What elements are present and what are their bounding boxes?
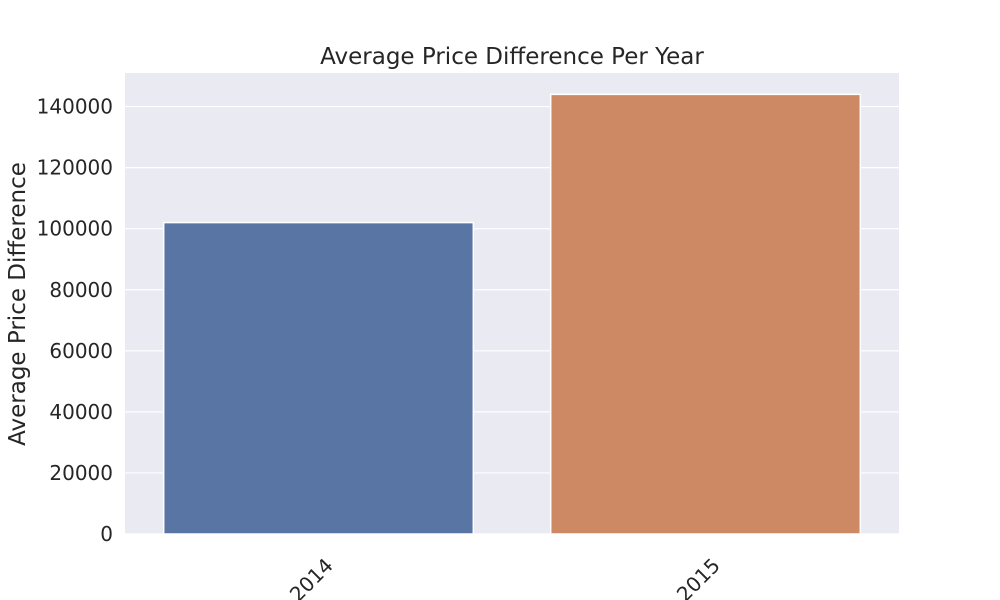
y-axis-label: Average Price Difference (5, 162, 31, 446)
y-tick-labels: 0 20000 40000 60000 80000 100000 120000 140000 (37, 95, 113, 546)
chart-title: Average Price Difference Per Year (320, 44, 704, 70)
y-tick-label: 0 (100, 522, 113, 546)
x-tick-label: 2015 (672, 553, 725, 600)
y-tick-label: 80000 (49, 278, 113, 302)
y-tick-label: 120000 (37, 156, 113, 180)
x-tick-labels: 2014 2015 (285, 553, 725, 600)
bar-2014 (162, 221, 475, 535)
y-tick-label: 100000 (37, 217, 113, 241)
bars (162, 93, 862, 535)
x-tick-label: 2014 (285, 553, 338, 600)
y-tick-label: 20000 (49, 461, 113, 485)
y-tick-label: 60000 (49, 339, 113, 363)
bar-2015 (549, 93, 862, 535)
y-tick-label: 140000 (37, 95, 113, 119)
y-tick-label: 40000 (49, 400, 113, 424)
